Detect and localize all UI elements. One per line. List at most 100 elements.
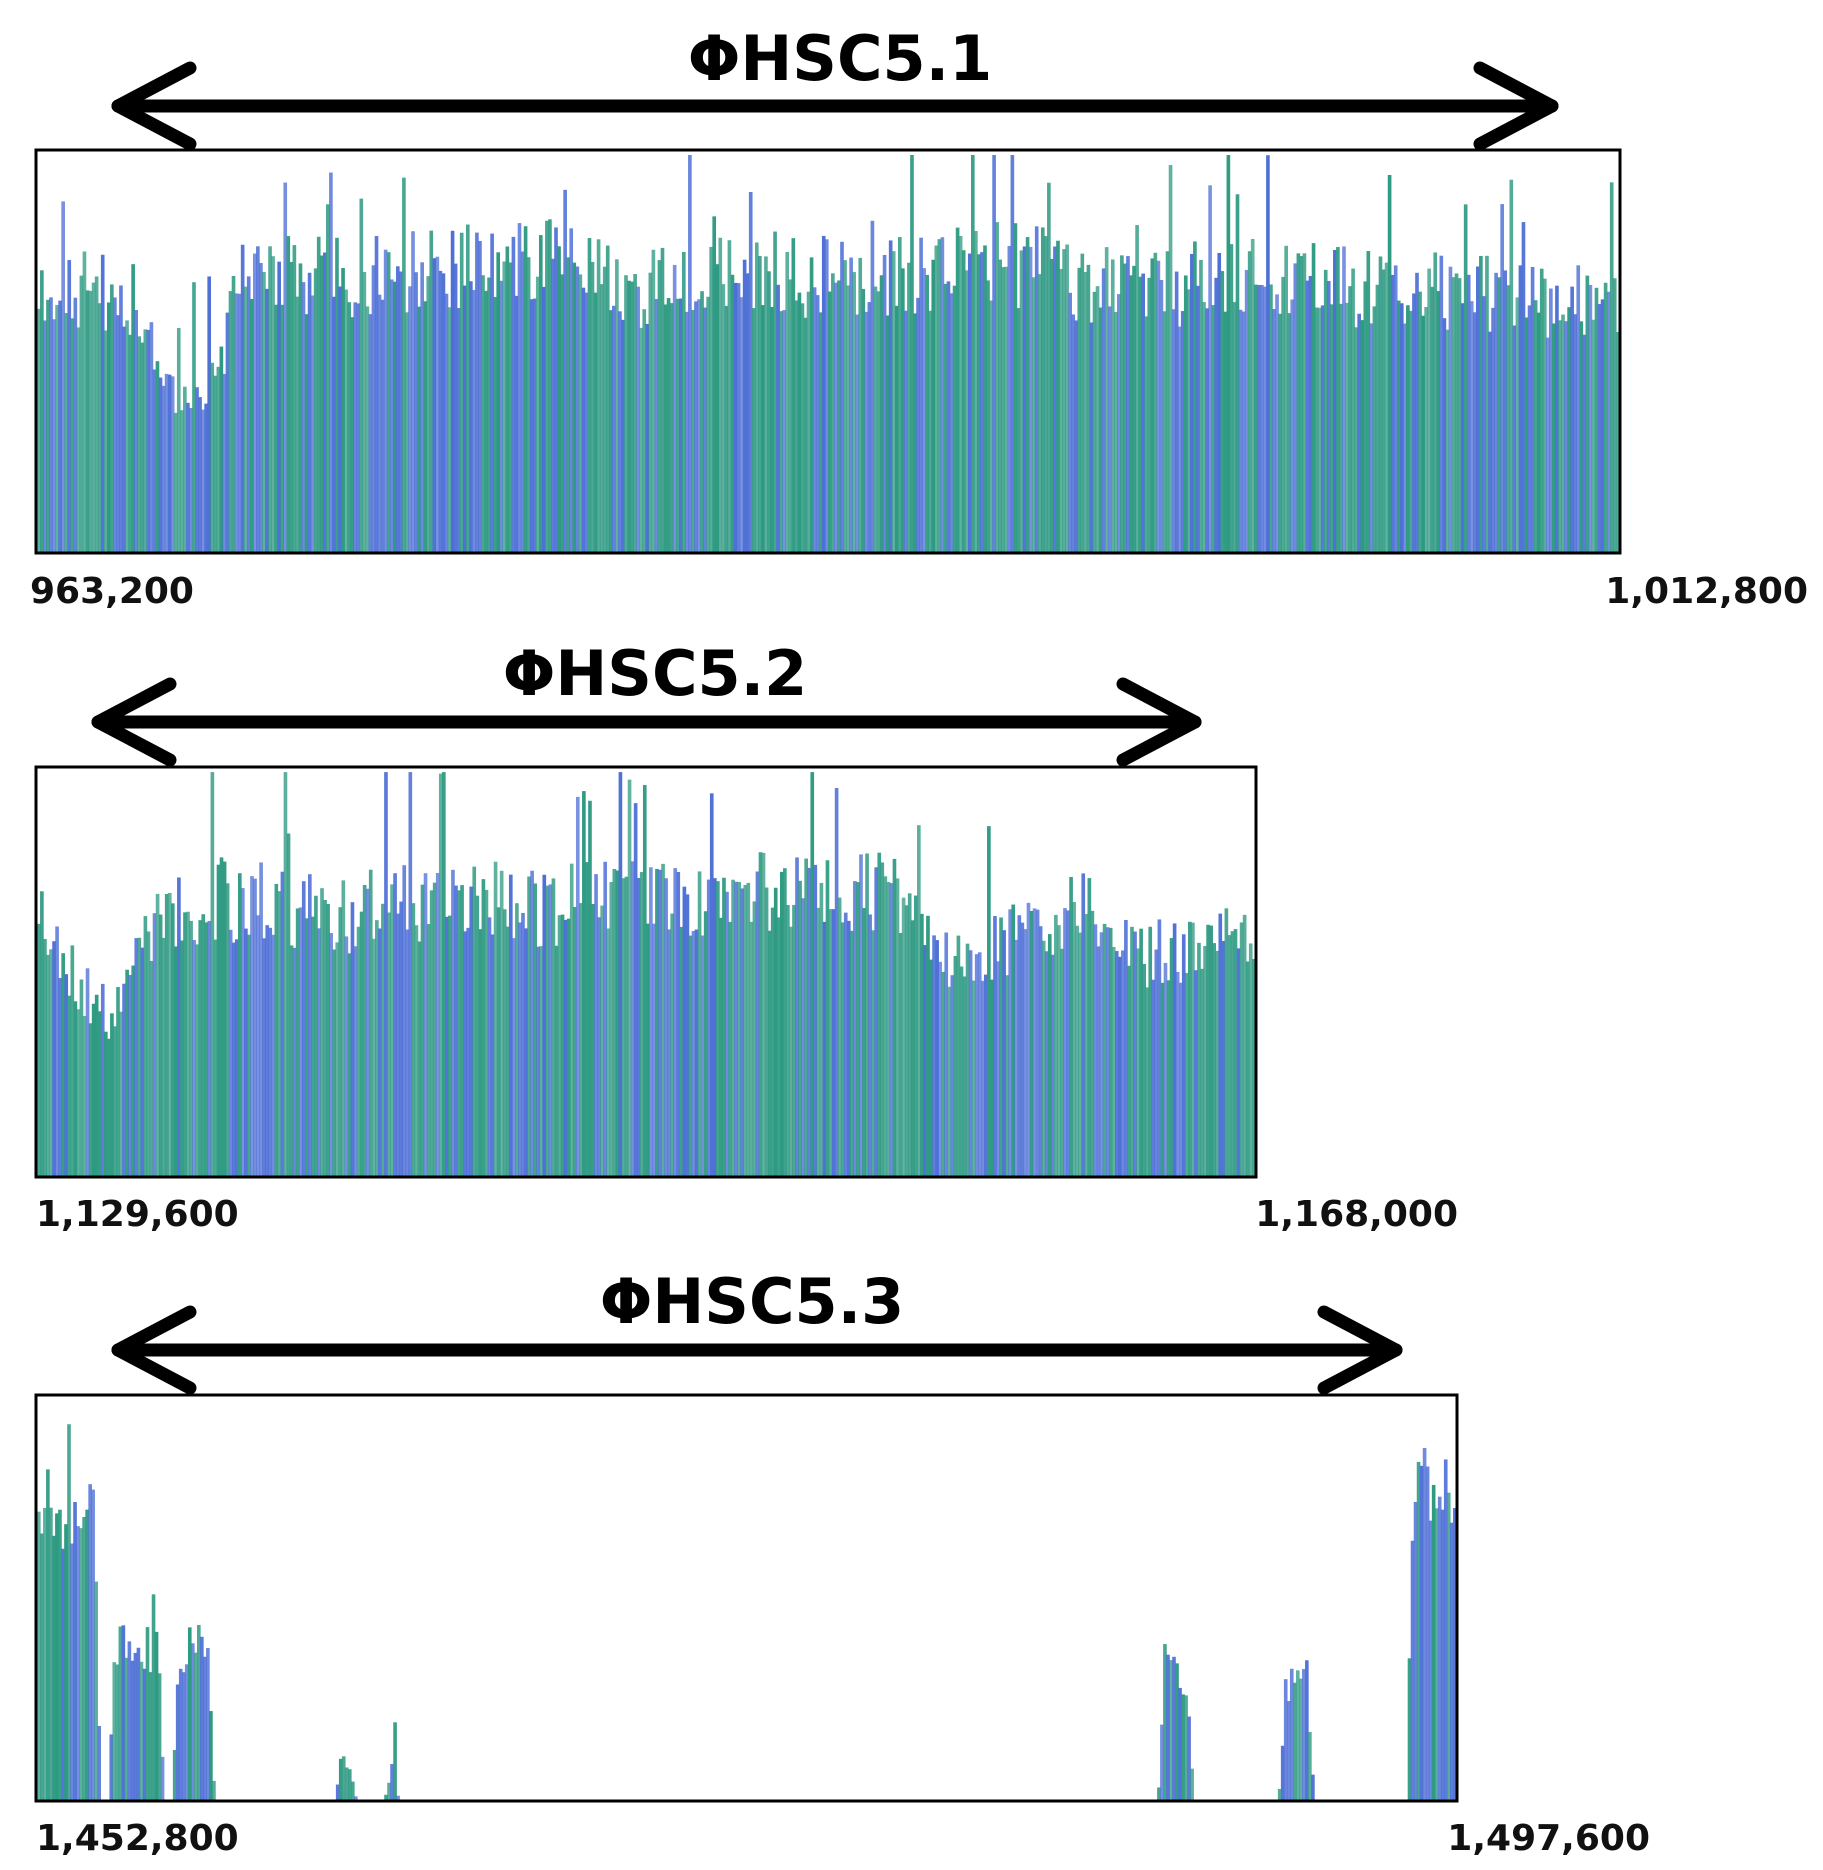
coverage-bar <box>1136 948 1140 1176</box>
coverage-bar <box>597 917 601 1176</box>
coverage-bar <box>88 1484 92 1800</box>
coverage-bar <box>1445 329 1450 552</box>
coverage-bar <box>624 275 628 552</box>
coverage-bar <box>859 854 863 1176</box>
coverage-bar <box>964 270 969 552</box>
coverage-bar <box>1160 982 1165 1176</box>
arrow-head-left-3 <box>111 1305 197 1395</box>
coverage-bar <box>55 305 59 552</box>
coverage-bar <box>502 261 507 552</box>
coverage-bar <box>1108 927 1113 1176</box>
coverage-bar <box>195 387 199 552</box>
coverage-bar <box>728 921 732 1176</box>
coverage-bar <box>393 873 397 1176</box>
coverage-bar <box>990 979 994 1176</box>
coverage-bar <box>886 882 891 1176</box>
coverage-bar <box>1412 293 1416 552</box>
coverage-bar <box>1588 284 1593 552</box>
coverage-bar <box>657 260 662 552</box>
coverage-bar <box>965 943 970 1176</box>
coverage-bar <box>250 876 254 1176</box>
coverage-bar <box>892 858 897 1176</box>
coverage-bar <box>320 888 324 1176</box>
coverage-bar <box>176 328 181 552</box>
coverage-bar <box>1066 910 1070 1176</box>
coverage-bar <box>1186 289 1191 552</box>
coverage-bar <box>94 276 99 552</box>
coverage-bar <box>655 868 659 1176</box>
coverage-bar <box>587 238 592 552</box>
coverage-bar <box>374 236 379 553</box>
coverage-bar <box>1184 972 1189 1176</box>
coverage-bar <box>855 314 860 552</box>
coverage-bar <box>882 255 887 552</box>
coverage-bar <box>919 237 923 552</box>
coverage-bar <box>157 1673 162 1800</box>
coverage-bar <box>265 288 269 552</box>
coverage-bar <box>1092 291 1097 552</box>
coverage-bar <box>1314 307 1319 552</box>
coverage-bar <box>730 274 735 552</box>
coverage-bar <box>243 286 248 552</box>
coverage-bar <box>1539 268 1544 552</box>
coverage-bar <box>377 294 382 552</box>
coverage-bar <box>977 952 982 1176</box>
coverage-bar <box>572 906 577 1176</box>
coverage-bar <box>247 934 251 1176</box>
coverage-bar <box>737 882 741 1176</box>
coverage-bar <box>1497 277 1501 552</box>
coverage-bar <box>186 911 190 1176</box>
coverage-bar <box>417 306 421 552</box>
coverage-bar <box>76 1526 80 1800</box>
coverage-bar <box>639 327 644 552</box>
coverage-bar <box>1530 266 1535 552</box>
coverage-bar <box>335 1784 340 1800</box>
coverage-bar <box>204 403 208 552</box>
coverage-bar <box>605 245 610 552</box>
coverage-bar <box>130 1660 135 1800</box>
coverage-bar <box>1326 280 1331 552</box>
coverage-bar <box>1308 1732 1312 1800</box>
coverage-bar <box>259 862 263 1176</box>
coverage-bar <box>192 282 196 552</box>
coverage-bar <box>734 881 738 1176</box>
coverage-bar <box>213 939 218 1176</box>
coverage-bar <box>1512 325 1517 552</box>
coverage-bar <box>152 369 157 552</box>
coverage-bar <box>983 245 987 552</box>
coverage-bar <box>645 323 650 552</box>
coverage-bar <box>359 198 364 553</box>
coverage-bar <box>1287 313 1292 552</box>
coverage-bar <box>420 262 424 552</box>
coverage-bar <box>758 852 763 1176</box>
coverage-bar <box>170 903 175 1176</box>
coverage-bar <box>155 893 160 1176</box>
coverage-bar <box>1054 914 1058 1176</box>
coverage-bar <box>926 915 930 1176</box>
coverage-bar <box>178 1668 183 1800</box>
coverage-bar <box>621 319 625 552</box>
coverage-bar <box>1472 312 1477 552</box>
coverage-bar <box>240 244 245 552</box>
coverage-bar <box>542 286 546 552</box>
coverage-bar <box>277 891 282 1176</box>
coverage-bar <box>304 918 309 1176</box>
coverage-bar <box>387 912 391 1176</box>
coverage-bar <box>113 297 117 552</box>
coverage-bar <box>46 1469 50 1800</box>
coverage-bar <box>767 930 772 1176</box>
coverage-bar <box>575 266 580 552</box>
coverage-bar <box>1096 946 1101 1176</box>
coverage-bar <box>1339 303 1343 552</box>
coverage-bar <box>228 291 233 552</box>
coverage-bar <box>1166 1654 1170 1800</box>
coverage-bar <box>679 926 684 1176</box>
coverage-bar <box>1437 1496 1442 1800</box>
coverage-bar <box>1035 909 1040 1176</box>
coverage-bar <box>861 288 866 552</box>
coverage-bar <box>904 310 908 552</box>
coverage-bar <box>752 901 757 1176</box>
coverage-bar <box>244 928 248 1176</box>
coverage-bar <box>843 260 847 552</box>
coverage-bar <box>402 865 407 1176</box>
